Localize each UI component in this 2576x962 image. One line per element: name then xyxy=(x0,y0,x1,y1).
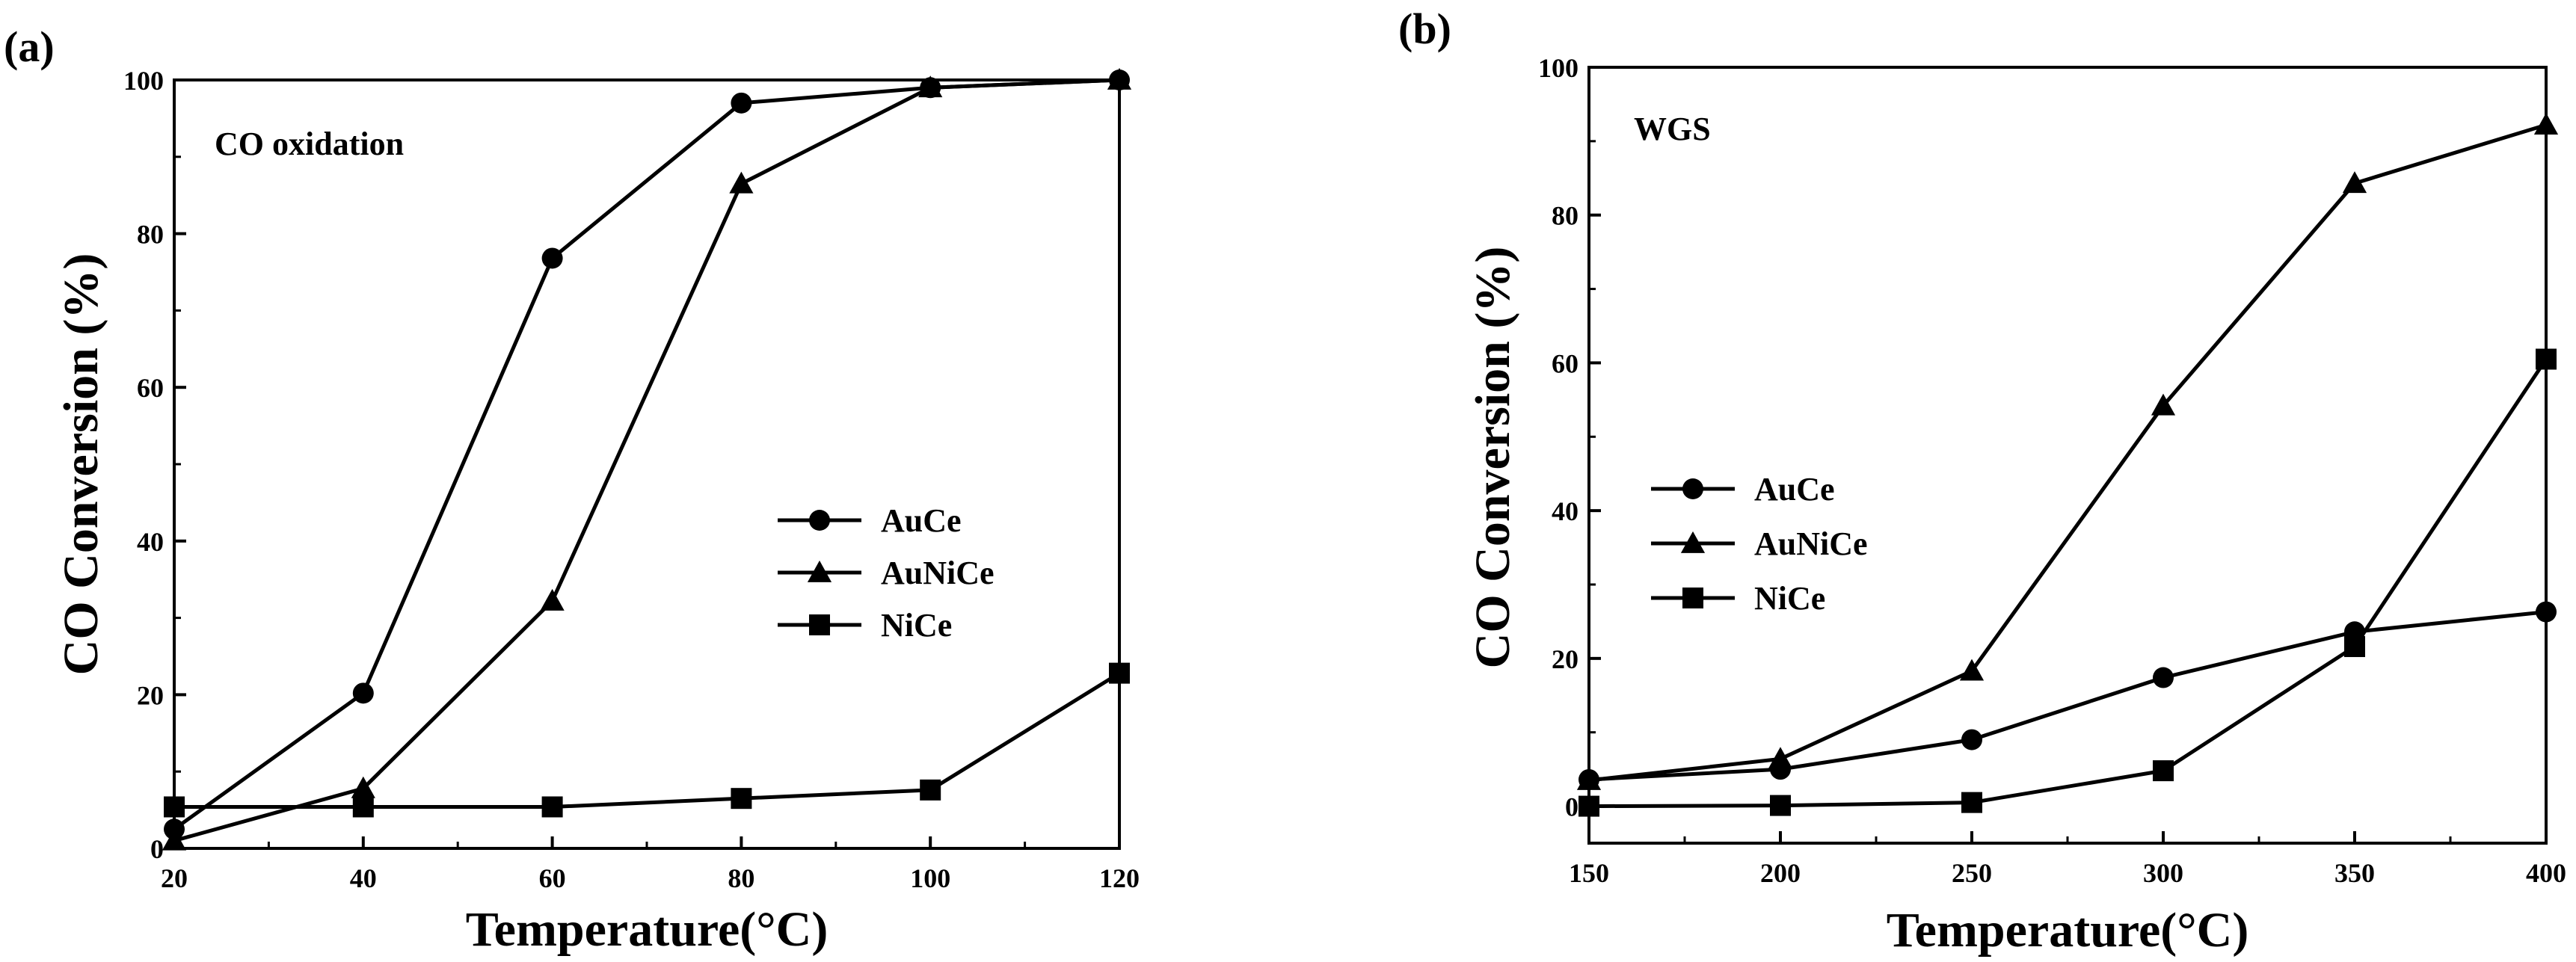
panel-a-plot-frame xyxy=(173,78,1121,850)
panel-b-annotation: WGS xyxy=(1634,111,1711,147)
y-tick-label: 40 xyxy=(137,527,164,557)
series-line-auce xyxy=(1588,610,2547,782)
x-tick-label: 80 xyxy=(728,863,754,893)
x-tick-label: 120 xyxy=(1099,863,1140,893)
panel-a-label: (a) xyxy=(4,22,55,71)
y-tick-label: 60 xyxy=(1552,348,1579,378)
panel-b-legend: AuCe AuNiCe NiCe xyxy=(1651,471,1868,617)
panel-a-x-axis-title: Temperature(°C) xyxy=(466,902,829,957)
x-tick-label: 150 xyxy=(1569,858,1609,888)
y-tick-label: 0 xyxy=(150,834,164,864)
data-point-nice xyxy=(352,796,374,818)
data-point-nice xyxy=(1770,795,1791,816)
y-tick-label: 100 xyxy=(1538,53,1579,83)
x-tick-label: 300 xyxy=(2143,858,2183,888)
panel-a-series xyxy=(162,67,1132,851)
legend-marker-aunice xyxy=(1680,531,1706,553)
y-tick-label: 60 xyxy=(137,373,164,403)
y-tick-label: 100 xyxy=(123,66,164,96)
series-line-auce xyxy=(173,78,1120,831)
legend-label-auce: AuCe xyxy=(881,502,962,539)
panel-a-y-axis-title: CO Conversion (%) xyxy=(54,253,108,676)
panel-b-label: (b) xyxy=(1398,4,1451,53)
legend-label-aunice: AuNiCe xyxy=(881,555,995,591)
data-point-auce xyxy=(1961,729,1982,750)
y-tick-label: 20 xyxy=(1552,644,1579,674)
data-point-aunice xyxy=(1959,659,1985,681)
y-tick-label: 20 xyxy=(137,680,164,710)
legend-label-auce: AuCe xyxy=(1754,471,1835,508)
data-point-auce xyxy=(541,247,563,269)
panel-b: (b) 150 200 250 300 350 400 0 20 40 60 80 100 WGS A… xyxy=(1398,4,2566,958)
panel-b-x-axis-title: Temperature(°C) xyxy=(1887,903,2249,958)
panel-b-ticks: 150 200 250 300 350 400 0 20 40 60 80 100 xyxy=(1538,53,2566,888)
legend-label-nice: NiCe xyxy=(881,607,952,644)
y-tick-label: 40 xyxy=(1552,496,1579,526)
legend-marker-auce xyxy=(1682,478,1703,499)
series-line-aunice xyxy=(173,78,1120,843)
y-tick-label: 80 xyxy=(1552,201,1579,231)
data-point-aunice xyxy=(918,75,943,98)
x-tick-label: 100 xyxy=(910,863,950,893)
series-line-aunice xyxy=(1588,123,2547,783)
data-point-auce xyxy=(2153,667,2174,688)
x-tick-label: 400 xyxy=(2526,858,2566,888)
legend-marker-auce xyxy=(809,510,830,531)
panel-a-annotation: CO oxidation xyxy=(215,126,404,162)
data-point-auce xyxy=(352,682,374,704)
panel-b-plot-frame xyxy=(1587,66,2548,845)
series-line-nice xyxy=(174,671,1121,809)
legend-label-nice: NiCe xyxy=(1754,580,1825,617)
series-line-nice xyxy=(1588,358,2548,809)
data-point-aunice xyxy=(540,588,565,611)
data-point-aunice xyxy=(2342,171,2367,194)
data-point-nice xyxy=(1961,792,1982,813)
data-point-nice xyxy=(2153,760,2174,782)
data-point-auce xyxy=(731,92,752,114)
panel-a-legend: AuCe AuNiCe NiCe xyxy=(778,502,995,644)
data-point-aunice xyxy=(729,171,754,194)
panel-b-y-axis-title: CO Conversion (%) xyxy=(1466,247,1520,669)
legend-marker-aunice xyxy=(807,560,832,582)
x-tick-label: 20 xyxy=(161,863,188,893)
data-point-aunice xyxy=(1768,747,1793,769)
data-point-aunice xyxy=(2151,393,2176,416)
x-tick-label: 60 xyxy=(539,863,566,893)
x-tick-label: 250 xyxy=(1952,858,1992,888)
data-point-nice xyxy=(731,788,752,810)
y-tick-label: 80 xyxy=(137,220,164,250)
x-tick-label: 350 xyxy=(2334,858,2375,888)
x-tick-label: 200 xyxy=(1760,858,1801,888)
data-point-nice xyxy=(541,796,563,818)
x-tick-label: 40 xyxy=(350,863,377,893)
legend-label-aunice: AuNiCe xyxy=(1754,525,1868,562)
data-point-nice xyxy=(920,779,941,801)
legend-marker-nice xyxy=(809,614,830,635)
data-point-aunice xyxy=(351,776,375,798)
y-tick-label: 0 xyxy=(1565,792,1579,822)
legend-marker-nice xyxy=(1682,588,1703,608)
data-point-nice xyxy=(2344,636,2365,658)
panel-b-series xyxy=(1576,113,2559,817)
